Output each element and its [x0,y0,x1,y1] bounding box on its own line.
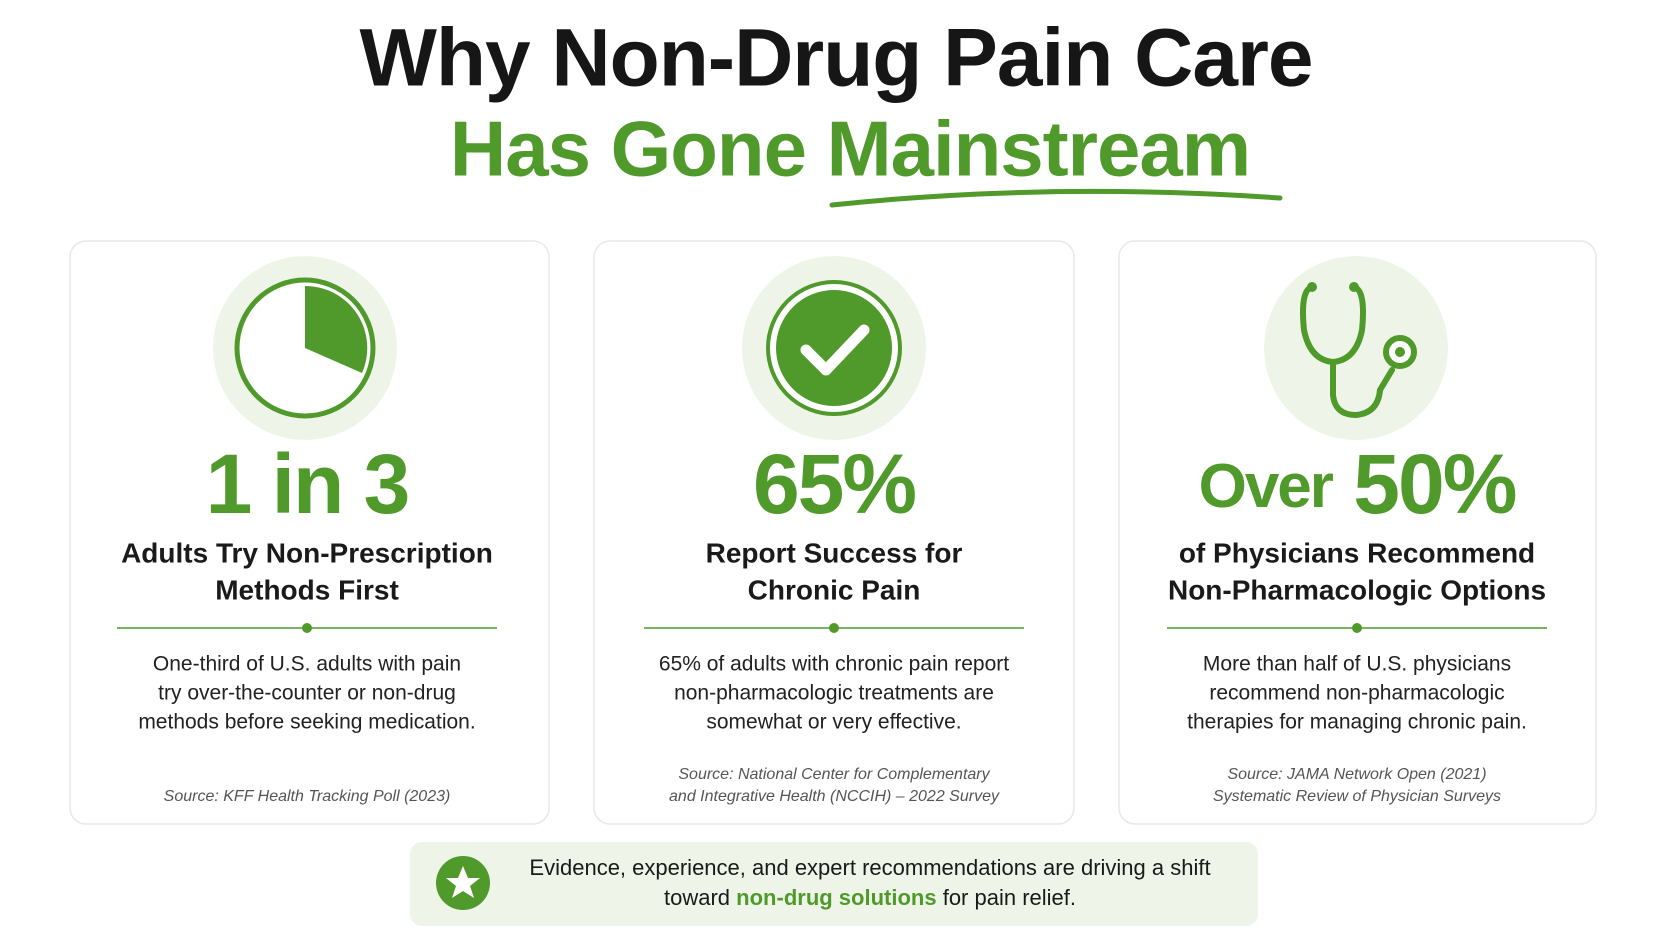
card-source: Source: JAMA Network Open (2021) [1227,766,1486,783]
card [1118,240,1597,825]
card-body: More than half of U.S. physicians [1203,653,1511,676]
stethoscope-icon [1264,256,1448,440]
title-line2: Has Gone Mainstream [450,105,1250,193]
footer-text: toward [664,885,730,910]
card-source: Source: KFF Health Tracking Poll (2023) [164,788,451,805]
footer-line2: toward non-drug solutions for pain relie… [664,885,1076,910]
card-body: recommend non-pharmacologic [1209,682,1504,705]
card-headline: Adults Try Non-Prescription [121,537,493,568]
footer-text: for pain relief. [943,885,1076,910]
stat: 1 in 3 [206,437,409,531]
card-body: therapies for managing chronic pain. [1187,711,1527,734]
card-headline: Methods First [215,574,399,605]
title-line1: Why Non-Drug Pain Care [360,13,1313,104]
card-body: methods before seeking medication. [138,711,475,734]
footer-highlight: non-drug solutions [736,885,936,910]
card-headline: Report Success for [706,537,963,568]
pie-icon [213,256,397,440]
card [69,240,550,825]
card-body: try over-the-counter or non-drug [158,682,456,705]
divider-dot [1352,623,1362,633]
stat-value: 65% [753,437,915,531]
card [593,240,1075,825]
stat-prefix: Over [1199,452,1334,521]
footer-line1: Evidence, experience, and expert recomme… [529,855,1210,880]
divider-dot [829,623,839,633]
underline-swoosh [829,188,1283,208]
card-headline: Chronic Pain [748,574,921,605]
card-source: Systematic Review of Physician Surveys [1213,788,1501,805]
check-icon [742,256,926,440]
card-body: One-third of U.S. adults with pain [153,653,461,676]
stat-value: 1 in 3 [206,437,409,531]
cards [69,240,1597,825]
stat: 65% [753,437,915,531]
footer-box [410,842,1258,926]
star [446,866,480,898]
divider-dot [302,623,312,633]
card-body: non-pharmacologic treatments are [674,682,994,705]
card-headline: of Physicians Recommend [1179,537,1535,568]
card-body: somewhat or very effective. [706,711,961,734]
card-source: Source: National Center for Complementar… [678,766,990,783]
stat: Over 50% [1199,437,1516,531]
card-body: 65% of adults with chronic pain report [659,653,1009,676]
stat-value: 50% [1353,437,1515,531]
card-source: and Integrative Health (NCCIH) – 2022 Su… [669,788,1000,805]
card-headline: Non-Pharmacologic Options [1168,574,1546,605]
